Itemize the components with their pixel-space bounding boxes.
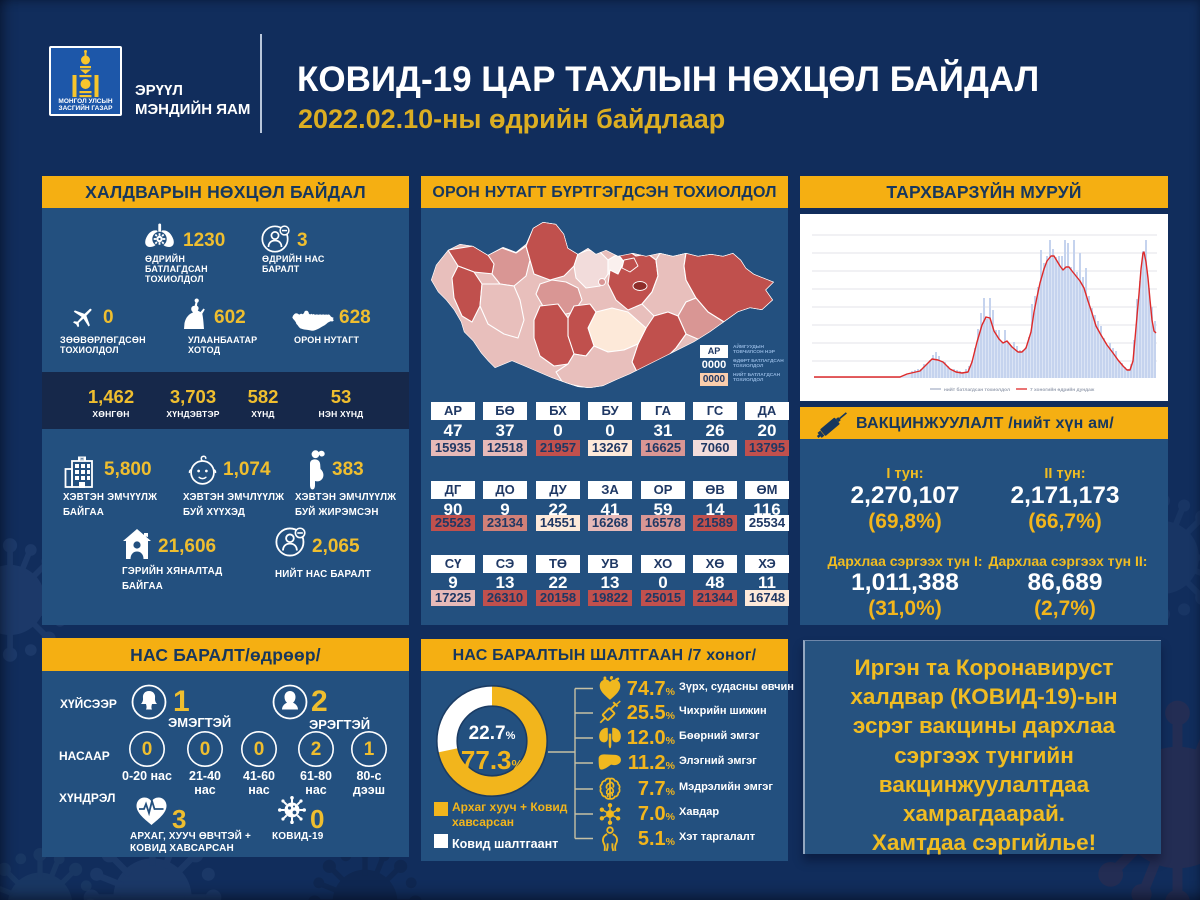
svg-text:нийт батлагдсан тохиолдол: нийт батлагдсан тохиолдол	[944, 386, 1010, 393]
svg-text:7 хоногийн өдрийн дундаж: 7 хоногийн өдрийн дундаж	[1030, 386, 1095, 393]
svg-text:H: H	[80, 456, 83, 461]
